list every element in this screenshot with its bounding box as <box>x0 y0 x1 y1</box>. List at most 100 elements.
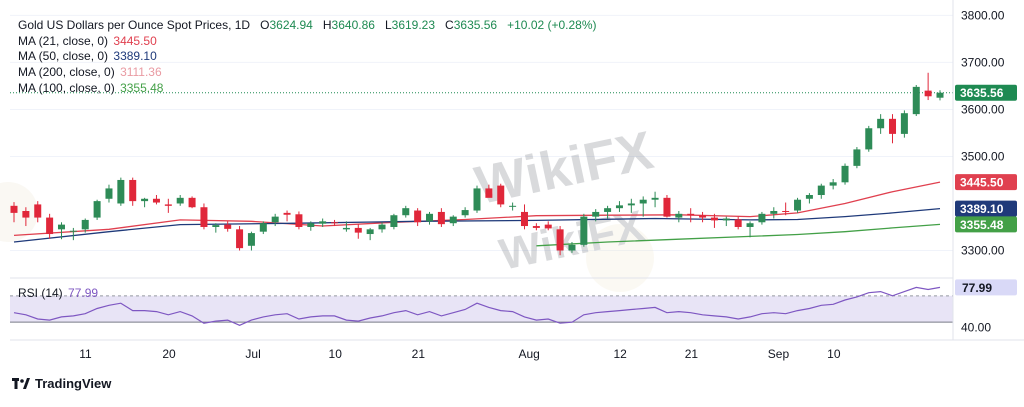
candle-body <box>639 199 647 204</box>
candle-body <box>57 224 65 230</box>
candle-body <box>746 223 754 227</box>
time-tick-label: 10 <box>329 347 343 361</box>
candle-body <box>592 211 600 217</box>
ohlc-change: +10.02 (+0.28%) <box>507 18 597 32</box>
candle-body <box>544 224 552 229</box>
candle-body <box>354 227 362 233</box>
candle-body <box>188 197 196 208</box>
price-tag-label: 3445.50 <box>960 176 1004 190</box>
candle-body <box>615 205 623 209</box>
candle-body <box>129 179 137 202</box>
candle-body <box>829 182 837 186</box>
rsi-line <box>13 286 941 326</box>
candle-body <box>200 207 208 227</box>
price-axis: 3800.00 3700.00 3600.00 3500.00 3300.00 40.00 <box>961 8 1005 334</box>
price-tick-label: 3500.00 <box>961 149 1005 163</box>
symbol-legend-row[interactable]: Gold US Dollars per Ounce Spot Prices, 1… <box>18 18 597 34</box>
time-tick-label: 10 <box>827 347 841 361</box>
candle-body <box>663 197 671 217</box>
candle-body <box>212 225 220 227</box>
candle-body <box>46 217 54 235</box>
candle-body <box>22 210 30 218</box>
time-tick-label: 12 <box>613 347 627 361</box>
candle-body <box>817 185 825 196</box>
candle-body <box>497 185 505 205</box>
time-tick-label: 21 <box>412 347 426 361</box>
candle-body <box>687 213 695 216</box>
rsi-band <box>10 295 953 323</box>
rsi-legend[interactable]: RSI (14) 77.99 <box>18 286 99 300</box>
candle-body <box>271 216 279 223</box>
candle-body <box>865 128 873 150</box>
price-tags[interactable]: 3635.56 3445.50 3389.10 3355.48 77.99 <box>955 84 1017 296</box>
candle-body <box>794 199 802 211</box>
time-tick-label: Jul <box>245 347 260 361</box>
price-tick-label: 3300.00 <box>961 243 1005 257</box>
candle-body <box>426 213 434 222</box>
ohlc-low: L3619.23 <box>384 18 436 32</box>
candle-body <box>247 233 255 246</box>
tradingview-logo-icon <box>12 378 30 389</box>
candle-body <box>936 92 944 98</box>
candle-body <box>782 210 790 212</box>
candle-body <box>236 229 244 249</box>
time-tick-label: Sep <box>768 347 790 361</box>
candle-body <box>734 219 742 227</box>
candle-body <box>414 210 422 223</box>
ma100-legend[interactable]: MA (100, close, 0) 3355.48 <box>18 80 164 95</box>
price-tag-label: 3355.48 <box>960 218 1004 232</box>
candle-body <box>331 222 339 224</box>
candle-body <box>366 229 374 235</box>
symbol-title: Gold US Dollars per Ounce Spot Prices, 1… <box>18 18 251 32</box>
candle-body <box>69 230 77 232</box>
candle-body <box>924 90 932 97</box>
candle-body <box>580 216 588 245</box>
price-tag[interactable]: 3389.10 <box>955 200 1017 217</box>
candle-body <box>461 210 469 216</box>
ma50-legend[interactable]: MA (50, close, 0) 3389.10 <box>18 49 157 64</box>
grid <box>10 14 953 251</box>
candle-body <box>164 204 172 206</box>
rsi-tag-label: 77.99 <box>962 281 992 295</box>
candle-body <box>877 118 885 129</box>
candle-body <box>675 213 683 218</box>
ohlc-open: O3624.94 <box>260 18 313 32</box>
candle-body <box>556 229 564 251</box>
price-tag[interactable]: 3445.50 <box>955 174 1017 191</box>
candle-body <box>342 227 350 230</box>
price-tag[interactable]: 3635.56 <box>955 84 1017 101</box>
indicator-legend: Gold US Dollars per Ounce Spot Prices, 1… <box>18 18 597 97</box>
candle-body <box>699 215 707 218</box>
candle-body <box>532 226 540 228</box>
ma200-legend[interactable]: MA (200, close, 0) 3111.36 <box>18 65 162 80</box>
candle-body <box>283 212 291 215</box>
time-axis: 11 20 Jul 10 21 Aug 12 21 Sep 10 <box>79 347 841 361</box>
ma21-legend[interactable]: MA (21, close, 0) 3445.50 <box>18 33 157 48</box>
candle-body <box>259 223 267 232</box>
candle-body <box>449 216 457 224</box>
price-tag[interactable]: 3355.48 <box>955 216 1017 233</box>
candle-body <box>176 197 184 204</box>
candle-body <box>900 113 908 134</box>
candles <box>10 72 944 256</box>
candle-body <box>10 205 18 213</box>
candle-body <box>805 195 813 199</box>
time-tick-label: 21 <box>685 347 699 361</box>
rsi-pane <box>10 286 953 326</box>
candle-body <box>473 188 481 211</box>
price-tag-label: 3389.10 <box>960 202 1004 216</box>
candle-body <box>319 221 327 224</box>
candle-body <box>651 197 659 200</box>
ma-line-2 <box>536 223 941 247</box>
candle-body <box>485 188 493 198</box>
candle-body <box>509 205 517 207</box>
candle-body <box>307 223 315 227</box>
candle-body <box>141 198 149 202</box>
tradingview-brand[interactable]: TradingView <box>12 376 111 391</box>
candle-body <box>889 118 897 134</box>
rsi-tag[interactable]: 77.99 <box>955 279 1017 296</box>
ma-line-1 <box>13 207 941 243</box>
candle-body <box>34 204 42 218</box>
